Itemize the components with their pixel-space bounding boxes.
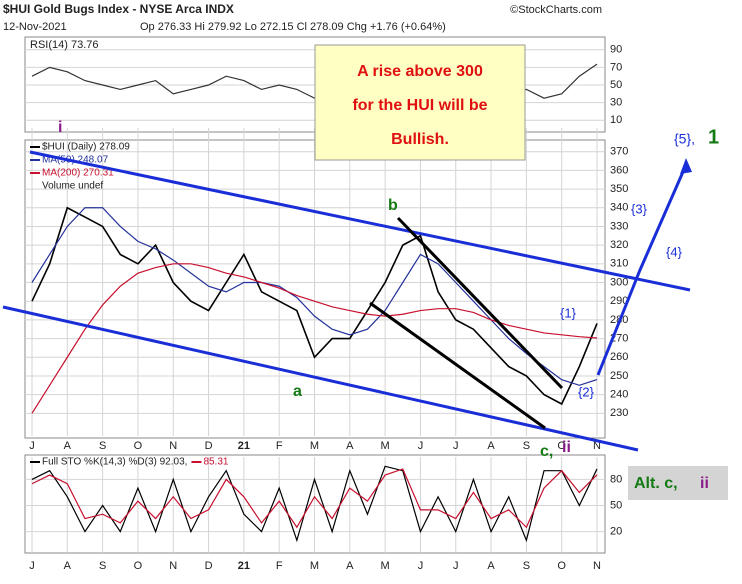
wave-label: ii xyxy=(700,475,709,492)
x-tick-label: J xyxy=(29,560,35,572)
y-tick-label: 90 xyxy=(610,44,622,56)
x-tick-label: N xyxy=(169,440,177,452)
panel-title: RSI(14) 73.76 xyxy=(30,39,98,51)
series-line xyxy=(31,465,598,543)
x-tick-label: N xyxy=(593,560,601,572)
arrow-head xyxy=(680,158,692,174)
wave-label: {4} xyxy=(666,244,683,259)
x-tick-label: O xyxy=(557,560,566,572)
legend-entry: $HUI (Daily) 278.09 xyxy=(42,142,130,153)
x-tick-label: A xyxy=(487,560,495,572)
x-tick-label: O xyxy=(557,440,566,452)
wave-label: 1 xyxy=(708,126,719,148)
wave-label: {2} xyxy=(578,384,595,399)
y-tick-label: 260 xyxy=(610,351,628,363)
x-tick-label: J xyxy=(453,560,459,572)
x-tick-label: M xyxy=(381,560,390,572)
y-tick-label: 50 xyxy=(610,79,622,91)
quote: Op 276.33 Hi 279.92 Lo 272.15 Cl 278.09 … xyxy=(140,21,446,33)
x-tick-label: D xyxy=(205,440,213,452)
y-tick-label: 340 xyxy=(610,202,628,214)
legend-entry: 85.31 xyxy=(203,457,228,468)
x-tick-label: M xyxy=(310,560,319,572)
wave-label: {3} xyxy=(631,201,648,216)
wave-label: {5}, xyxy=(674,131,695,147)
x-tick-label: N xyxy=(169,560,177,572)
note-line: for the HUI will be xyxy=(352,97,487,114)
legend-entry: Full STO %K(14,3) %D(3) 92.03, xyxy=(42,457,187,468)
x-tick-label: S xyxy=(99,440,106,452)
x-tick-label: S xyxy=(523,560,530,572)
series-line xyxy=(31,263,598,414)
x-tick-label: A xyxy=(346,560,354,572)
wave-label: b xyxy=(388,197,398,214)
legend-entry: MA(200) 270.31 xyxy=(42,168,114,179)
x-tick-label: A xyxy=(346,440,354,452)
wave-label: a xyxy=(293,383,302,400)
x-tick-label: J xyxy=(453,440,459,452)
note-line: A rise above 300 xyxy=(357,63,483,80)
x-tick-label: D xyxy=(205,560,213,572)
series-line xyxy=(31,468,598,529)
x-tick-label: F xyxy=(276,560,283,572)
x-tick-label: M xyxy=(310,440,319,452)
x-tick-label: A xyxy=(64,440,72,452)
y-tick-label: 70 xyxy=(610,61,622,73)
y-tick-label: 50 xyxy=(610,499,622,511)
channel-lower xyxy=(2,305,639,452)
x-tick-label: N xyxy=(593,440,601,452)
wave-label: Alt. c, xyxy=(634,475,678,492)
y-tick-label: 80 xyxy=(610,473,622,485)
wave-label: c, xyxy=(540,443,553,460)
x-tick-label: S xyxy=(523,440,530,452)
y-tick-label: 320 xyxy=(610,239,628,251)
wave-label: i xyxy=(58,119,62,136)
x-tick-label: O xyxy=(134,440,143,452)
alt-box xyxy=(628,466,728,500)
wedge-upper xyxy=(396,216,564,390)
x-tick-label: J xyxy=(29,440,35,452)
y-tick-label: 300 xyxy=(610,276,628,288)
note-box xyxy=(314,44,526,161)
x-tick-label: M xyxy=(381,440,390,452)
source: ©StockCharts.com xyxy=(510,4,602,16)
x-tick-label: 21 xyxy=(238,440,250,452)
y-tick-label: 360 xyxy=(610,164,628,176)
x-tick-label: J xyxy=(418,560,424,572)
wave-label: ii xyxy=(562,439,571,456)
x-tick-label: O xyxy=(134,560,143,572)
series-line xyxy=(31,207,598,386)
x-tick-label: 21 xyxy=(238,560,250,572)
y-tick-label: 350 xyxy=(610,183,628,195)
wave-label: {1} xyxy=(560,305,577,320)
x-tick-label: J xyxy=(418,440,424,452)
y-tick-label: 30 xyxy=(610,97,622,109)
x-tick-label: S xyxy=(99,560,106,572)
x-tick-label: F xyxy=(276,440,283,452)
y-tick-label: 10 xyxy=(610,114,622,126)
date: 12-Nov-2021 xyxy=(3,21,67,33)
y-tick-label: 290 xyxy=(610,295,628,307)
y-tick-label: 240 xyxy=(610,389,628,401)
volume-legend: Volume undef xyxy=(42,181,103,192)
series-line xyxy=(31,206,598,406)
y-tick-label: 20 xyxy=(610,526,622,538)
chart-title: $HUI Gold Bugs Index - NYSE Arca INDX xyxy=(3,2,234,16)
channel-upper xyxy=(29,150,691,292)
note-line: Bullish. xyxy=(391,131,449,148)
y-tick-label: 250 xyxy=(610,370,628,382)
y-tick-label: 230 xyxy=(610,407,628,419)
y-tick-label: 310 xyxy=(610,258,628,270)
y-tick-label: 330 xyxy=(610,220,628,232)
x-tick-label: A xyxy=(64,560,72,572)
wedge-lower xyxy=(369,301,546,430)
y-tick-label: 370 xyxy=(610,146,628,158)
x-tick-label: A xyxy=(487,440,495,452)
wave-arrow xyxy=(596,164,688,376)
